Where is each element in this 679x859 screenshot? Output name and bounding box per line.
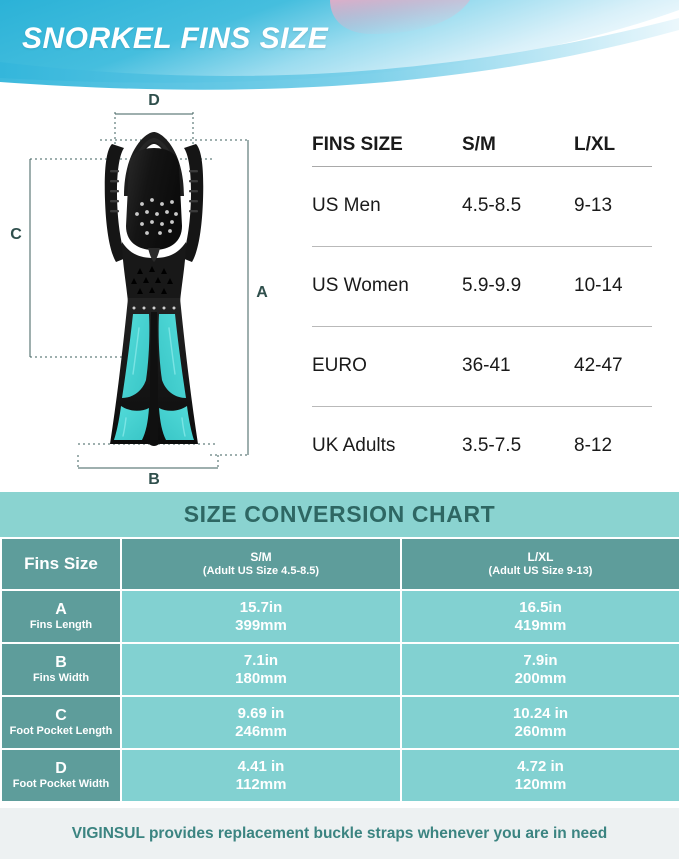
fin-illustration [104,132,204,446]
conv-row-label: D Foot Pocket Width [0,748,122,803]
conv-row-letter: C [55,706,67,724]
conv-row-lxl: 10.24 in 260mm [400,695,679,750]
conv-row-lxl-mm: 120mm [514,775,567,793]
conversion-row: D Foot Pocket Width 4.41 in 112mm 4.72 i… [0,748,679,803]
table-header-row: FINS SIZE S/M L/XL [312,124,652,167]
row-lxl: 8-12 [574,405,652,486]
conv-row-label: A Fins Length [0,589,122,644]
conv-row-name: Foot Pocket Length [9,725,113,738]
conv-header-sm-sub: (Adult US Size 4.5-8.5) [202,564,320,577]
conv-row-lxl-in: 7.9in [523,651,558,669]
conv-row-lxl-mm: 200mm [514,669,567,687]
conv-row-letter: D [55,759,67,777]
dimension-label-c: C [10,226,22,243]
conv-row-sm-mm: 112mm [235,775,287,793]
banner-shape [0,0,679,90]
conv-header-lxl-sub: (Adult US Size 9-13) [488,564,593,577]
footer-banner: VIGINSUL provides replacement buckle str… [0,808,679,859]
header-sm: S/M [462,124,574,167]
conv-row-name: Fins Length [29,619,93,632]
conv-row-sm-in: 4.41 in [237,757,285,775]
size-conversion-chart: SIZE CONVERSION CHART Fins Size S/M (Adu… [0,492,679,803]
conversion-row: A Fins Length 15.7in 399mm 16.5in 419mm [0,589,679,644]
footer-text: VIGINSUL provides replacement buckle str… [71,824,608,842]
header-fins-size: FINS SIZE [312,124,462,167]
conv-row-sm-in: 15.7in [239,598,283,616]
fin-diagram: D C A B [0,92,300,492]
header-lxl: L/XL [574,124,652,167]
row-lxl: 10-14 [574,245,652,326]
fins-size-table: FINS SIZE S/M L/XL US Men 4.5-8.5 9-13 U… [312,124,652,486]
page-title: SNORKEL FINS SIZE [22,22,329,55]
conv-row-lxl: 16.5in 419mm [400,589,679,644]
header-banner: SNORKEL FINS SIZE [0,0,679,92]
row-label: US Men [312,165,462,246]
row-sm: 3.5-7.5 [462,405,574,486]
conv-row-lxl-in: 16.5in [519,598,562,616]
conv-row-lxl: 4.72 in 120mm [400,748,679,803]
conv-row-lxl-mm: 419mm [514,616,567,634]
conv-header-fins-size: Fins Size [0,537,122,591]
conv-row-sm-mm: 246mm [235,722,287,740]
conv-row-name: Fins Width [32,672,90,685]
conv-row-sm-mm: 180mm [235,669,287,687]
conv-header-lxl-main: L/XL [527,550,554,565]
dimension-label-d: D [148,92,160,109]
conv-header-sm-main: S/M [250,550,272,565]
conv-row-sm: 4.41 in 112mm [120,748,402,803]
row-sm: 5.9-9.9 [462,245,574,326]
conversion-chart-title: SIZE CONVERSION CHART [0,492,679,537]
conv-row-name: Foot Pocket Width [12,778,110,791]
conv-row-lxl-mm: 260mm [514,722,567,740]
conv-row-lxl: 7.9in 200mm [400,642,679,697]
table-row: US Women 5.9-9.9 10-14 [312,245,652,326]
conv-row-lxl-in: 10.24 in [512,704,569,722]
conv-header-fins-size-label: Fins Size [24,553,98,573]
conv-row-letter: B [55,653,67,671]
conv-row-lxl-in: 4.72 in [517,757,564,775]
table-row: UK Adults 3.5-7.5 8-12 [312,405,652,486]
row-sm: 4.5-8.5 [462,165,574,246]
conv-row-sm-in: 7.1in [243,651,279,669]
row-lxl: 9-13 [574,165,652,246]
row-label: UK Adults [312,405,462,486]
conv-header-sm: S/M (Adult US Size 4.5-8.5) [120,537,402,591]
conversion-header-row: Fins Size S/M (Adult US Size 4.5-8.5) L/… [0,537,679,591]
conversion-row: B Fins Width 7.1in 180mm 7.9in 200mm [0,642,679,697]
table-row: US Men 4.5-8.5 9-13 [312,165,652,246]
conversion-row: C Foot Pocket Length 9.69 in 246mm 10.24… [0,695,679,750]
row-lxl: 42-47 [574,325,652,406]
table-row: EURO 36-41 42-47 [312,325,652,406]
conv-header-lxl: L/XL (Adult US Size 9-13) [400,537,679,591]
dimension-label-b: B [148,471,160,488]
dimension-label-a: A [256,284,268,301]
conv-row-sm: 15.7in 399mm [120,589,402,644]
row-sm: 36-41 [462,325,574,406]
conv-row-sm: 7.1in 180mm [120,642,402,697]
conv-row-label: C Foot Pocket Length [0,695,122,750]
row-label: EURO [312,325,462,406]
conv-row-letter: A [55,600,67,618]
row-label: US Women [312,245,462,326]
conv-row-sm-in: 9.69 in [237,704,285,722]
conv-row-label: B Fins Width [0,642,122,697]
conv-row-sm-mm: 399mm [235,616,287,634]
conv-row-sm: 9.69 in 246mm [120,695,402,750]
